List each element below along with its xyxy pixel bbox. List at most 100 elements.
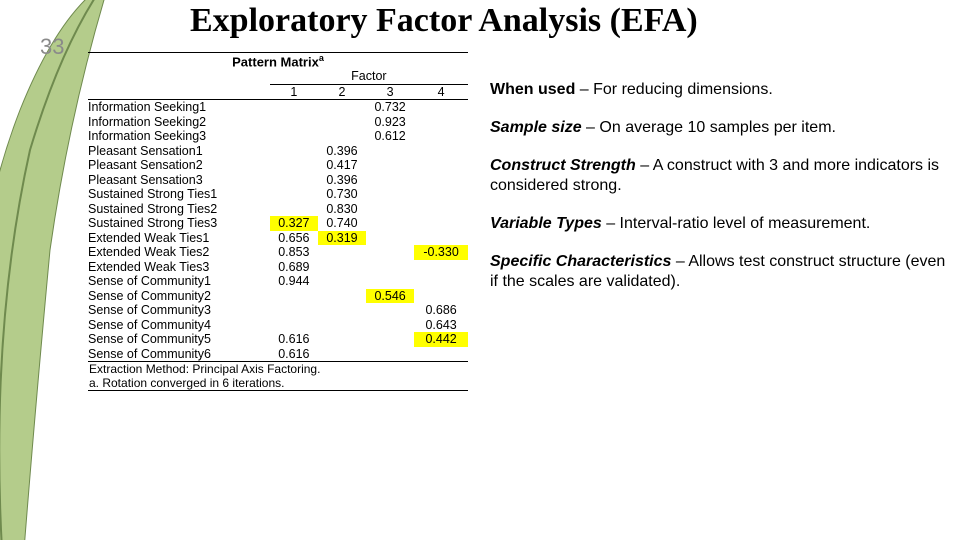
column-header: 2 <box>318 84 366 100</box>
row-label: Sense of Community3 <box>88 303 270 318</box>
value-cell: 0.923 <box>366 115 414 130</box>
value-cell: 0.417 <box>318 158 366 173</box>
note-row: When used – For reducing dimensions. <box>490 80 950 100</box>
row-label: Sustained Strong Ties1 <box>88 187 270 202</box>
value-cell <box>270 129 318 144</box>
value-cell: 0.853 <box>270 245 318 260</box>
note-row: Specific Characteristics – Allows test c… <box>490 252 950 292</box>
value-cell <box>414 216 468 231</box>
note-text: – On average 10 samples per item. <box>582 119 836 136</box>
value-cell: 0.546 <box>366 289 414 304</box>
note-row: Construct Strength – A construct with 3 … <box>490 156 950 196</box>
row-label: Sense of Community2 <box>88 289 270 304</box>
value-cell <box>366 158 414 173</box>
value-cell <box>366 260 414 275</box>
value-cell <box>414 144 468 159</box>
value-cell <box>366 347 414 362</box>
row-label: Information Seeking3 <box>88 129 270 144</box>
value-cell <box>270 115 318 130</box>
notes-panel: When used – For reducing dimensions. Samp… <box>490 80 950 310</box>
value-cell <box>414 158 468 173</box>
value-cell <box>318 115 366 130</box>
row-label: Information Seeking1 <box>88 100 270 115</box>
value-cell: 0.740 <box>318 216 366 231</box>
table-title-sup: a <box>319 53 324 63</box>
row-label: Sense of Community5 <box>88 332 270 347</box>
note-label: Construct Strength <box>490 157 636 174</box>
note-label: Sample size <box>490 119 582 136</box>
column-header: 1 <box>270 84 318 100</box>
value-cell: 0.396 <box>318 173 366 188</box>
value-cell <box>366 144 414 159</box>
value-cell <box>270 318 318 333</box>
row-label: Pleasant Sensation2 <box>88 158 270 173</box>
slide-title: Exploratory Factor Analysis (EFA) <box>190 2 698 40</box>
row-label: Extended Weak Ties3 <box>88 260 270 275</box>
value-cell <box>318 274 366 289</box>
value-cell <box>414 260 468 275</box>
value-cell <box>270 158 318 173</box>
value-cell <box>414 115 468 130</box>
value-cell: 0.643 <box>414 318 468 333</box>
value-cell <box>366 318 414 333</box>
value-cell: 0.442 <box>414 332 468 347</box>
row-label: Sustained Strong Ties2 <box>88 202 270 217</box>
row-label: Extended Weak Ties2 <box>88 245 270 260</box>
value-cell: 0.327 <box>270 216 318 231</box>
factor-header: Factor <box>270 69 468 84</box>
row-label: Pleasant Sensation3 <box>88 173 270 188</box>
value-cell <box>270 202 318 217</box>
value-cell <box>414 231 468 246</box>
row-label: Sustained Strong Ties3 <box>88 216 270 231</box>
value-cell <box>414 187 468 202</box>
column-header: 3 <box>366 84 414 100</box>
value-cell: 0.689 <box>270 260 318 275</box>
column-header: 4 <box>414 84 468 100</box>
note-row: Variable Types – Interval-ratio level of… <box>490 214 950 234</box>
value-cell: 0.686 <box>414 303 468 318</box>
value-cell <box>270 187 318 202</box>
table-title: Pattern Matrix <box>232 54 319 69</box>
note-label: When used <box>490 81 575 98</box>
pattern-matrix-table: Pattern Matrixa Factor 1234 Information … <box>88 52 468 391</box>
value-cell <box>414 202 468 217</box>
value-cell <box>366 303 414 318</box>
value-cell: 0.730 <box>318 187 366 202</box>
value-cell <box>366 245 414 260</box>
footnote-2: a. Rotation converged in 6 iterations. <box>88 376 468 391</box>
row-label: Pleasant Sensation1 <box>88 144 270 159</box>
value-cell <box>366 274 414 289</box>
value-cell: 0.616 <box>270 332 318 347</box>
value-cell <box>414 289 468 304</box>
value-cell: 0.612 <box>366 129 414 144</box>
value-cell: -0.330 <box>414 245 468 260</box>
value-cell <box>318 332 366 347</box>
value-cell <box>318 318 366 333</box>
value-cell: 0.319 <box>318 231 366 246</box>
value-cell <box>318 347 366 362</box>
value-cell <box>414 347 468 362</box>
value-cell <box>414 173 468 188</box>
value-cell <box>414 129 468 144</box>
row-label: Sense of Community4 <box>88 318 270 333</box>
value-cell <box>366 332 414 347</box>
value-cell: 0.396 <box>318 144 366 159</box>
value-cell <box>318 303 366 318</box>
value-cell <box>270 144 318 159</box>
value-cell <box>318 129 366 144</box>
value-cell <box>270 173 318 188</box>
row-label: Extended Weak Ties1 <box>88 231 270 246</box>
value-cell <box>318 100 366 115</box>
value-cell <box>366 173 414 188</box>
row-label: Sense of Community1 <box>88 274 270 289</box>
row-label: Information Seeking2 <box>88 115 270 130</box>
value-cell <box>366 202 414 217</box>
value-cell <box>318 260 366 275</box>
page-number: 33 <box>40 34 64 60</box>
note-text: – For reducing dimensions. <box>575 81 772 98</box>
value-cell: 0.732 <box>366 100 414 115</box>
value-cell <box>414 100 468 115</box>
value-cell <box>318 289 366 304</box>
value-cell: 0.616 <box>270 347 318 362</box>
value-cell: 0.656 <box>270 231 318 246</box>
